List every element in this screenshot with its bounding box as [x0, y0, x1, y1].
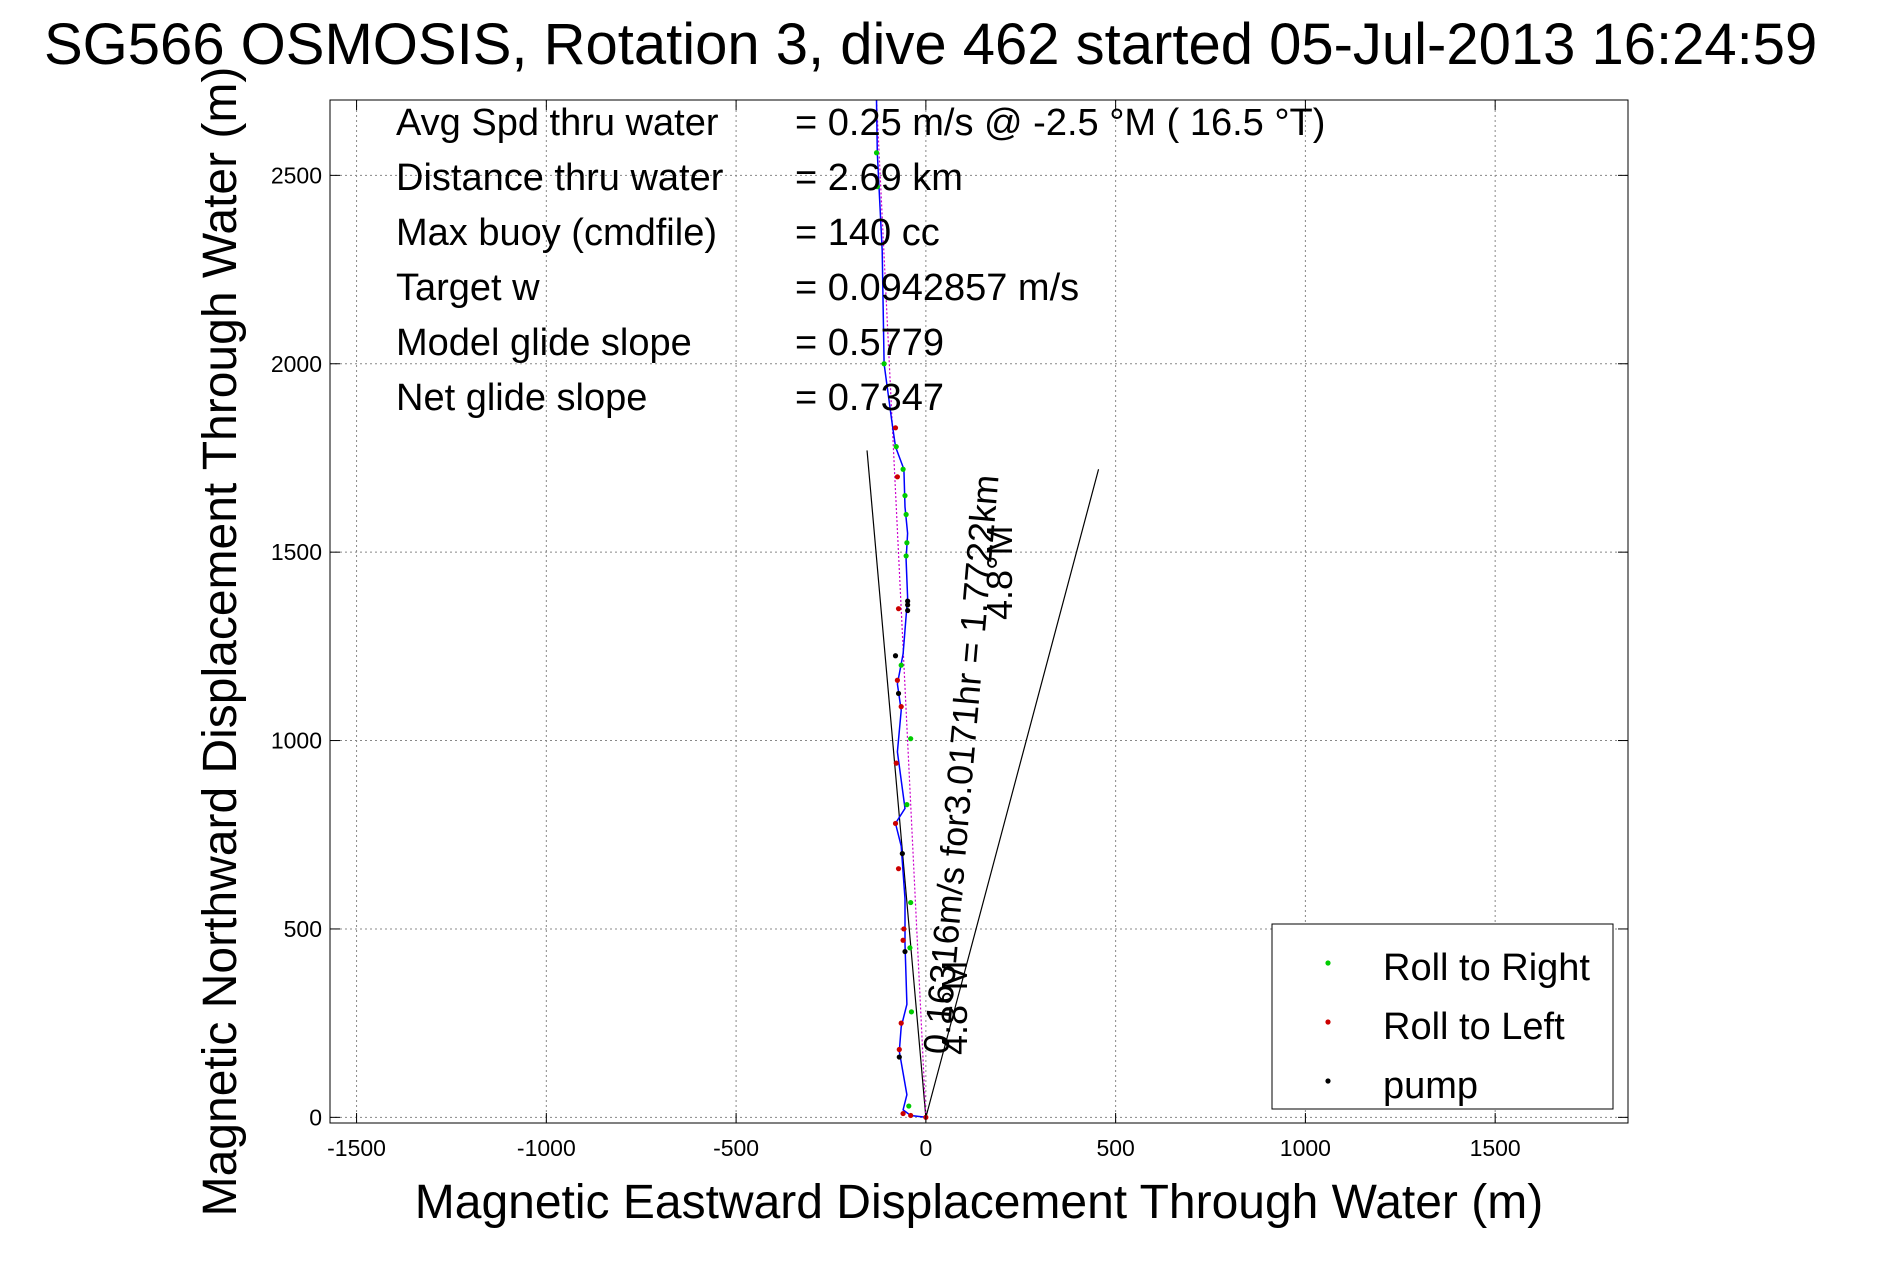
- net-bearing-line: [875, 99, 927, 1118]
- roll-left-marker: [892, 820, 899, 827]
- roll-left-marker: [898, 704, 904, 710]
- roll-left-marker: [900, 937, 906, 943]
- info-value: = 0.25 m/s @ -2.5 °M ( 16.5 °T): [795, 102, 1325, 144]
- data-layer: [866, 99, 1100, 1120]
- y-tick-label: 1500: [271, 539, 322, 565]
- legend-box: [1271, 923, 1614, 1110]
- y-axis-label: Magnetic Northward Displacement Through …: [194, 67, 247, 1217]
- roll-left-marker: [894, 474, 901, 480]
- roll-left-marker: [908, 1112, 914, 1119]
- pump-marker: [892, 653, 899, 659]
- roll-left-marker: [895, 606, 902, 612]
- info-label: Net glide slope: [396, 377, 647, 419]
- pump-marker: [896, 1054, 902, 1060]
- info-value: = 0.7347: [795, 377, 944, 419]
- x-tick-label: 1500: [1470, 1135, 1521, 1161]
- legend-label: pump: [1383, 1065, 1478, 1107]
- info-value: = 140 cc: [795, 212, 940, 254]
- x-tick-label: -1500: [327, 1135, 386, 1161]
- roll-right-marker: [904, 540, 910, 546]
- pump-marker: [899, 850, 905, 857]
- roll-left-marker: [895, 866, 902, 872]
- pump-marker: [902, 948, 908, 955]
- info-label: Model glide slope: [396, 322, 692, 364]
- legend-marker: [1325, 960, 1331, 966]
- roll-right-marker: [900, 466, 906, 472]
- roll-right-marker: [904, 802, 910, 808]
- roll-right-marker: [874, 184, 880, 190]
- roll-left-marker: [898, 1020, 904, 1026]
- y-tick-label: 2000: [271, 351, 322, 377]
- current-heading-upper: 4.8°M: [979, 526, 1020, 620]
- roll-right-marker: [908, 1009, 915, 1015]
- roll-left-marker: [900, 1110, 906, 1117]
- info-label: Max buoy (cmdfile): [396, 212, 717, 254]
- roll-left-marker: [901, 926, 907, 932]
- roll-right-marker: [893, 444, 899, 450]
- axis-ticks: -1500 -1000 -500 0 500 1000 1500 0 500 1000 1500 20…: [271, 100, 1628, 1161]
- roll-right-marker: [903, 553, 909, 559]
- info-value: = 0.0942857 m/s: [795, 267, 1079, 309]
- pump-marker: [905, 602, 911, 608]
- roll-right-marker: [906, 1103, 912, 1109]
- roll-right-marker: [873, 150, 880, 156]
- y-tick-label: 0: [309, 1104, 322, 1130]
- x-tick-label: 500: [1096, 1135, 1134, 1161]
- roll-left-marker: [894, 677, 901, 683]
- roll-right-marker: [903, 511, 909, 518]
- y-tick-label: 1000: [271, 728, 322, 754]
- heading-cone-line: [866, 450, 927, 1118]
- x-tick-label: -1000: [517, 1135, 576, 1161]
- pump-marker: [905, 607, 911, 614]
- roll-right-marker: [881, 361, 887, 367]
- info-label: Avg Spd thru water: [396, 102, 719, 144]
- info-value: = 2.69 km: [795, 157, 963, 199]
- dive-track-line: [875, 99, 926, 1119]
- roll-right-marker: [908, 736, 914, 742]
- roll-right-marker: [898, 662, 904, 668]
- roll-left-marker: [893, 760, 899, 766]
- y-tick-label: 2500: [271, 162, 322, 188]
- info-label: Target w: [396, 267, 540, 309]
- legend-label: Roll to Right: [1383, 947, 1590, 989]
- legend-label: Roll to Left: [1383, 1006, 1565, 1048]
- x-tick-label: 1000: [1280, 1135, 1331, 1161]
- legend: Roll to Right Roll to Left pump: [1271, 923, 1614, 1110]
- legend-marker: [1325, 1078, 1331, 1084]
- roll-right-marker: [908, 899, 914, 906]
- chart-title: SG566 OSMOSIS, Rotation 3, dive 462 star…: [44, 12, 1817, 77]
- plot-frame: [329, 99, 1629, 1124]
- current-heading-lower: 4.8°M: [934, 961, 975, 1055]
- roll-left-marker: [896, 1046, 902, 1053]
- legend-marker: [1325, 1019, 1331, 1025]
- x-tick-label: 0: [919, 1135, 932, 1161]
- x-axis-label: Magnetic Eastward Displacement Through W…: [415, 1176, 1543, 1229]
- y-tick-label: 500: [284, 916, 322, 942]
- roll-right-marker: [902, 493, 908, 499]
- pump-marker: [905, 598, 911, 604]
- roll-left-marker: [892, 425, 899, 431]
- info-value: = 0.5779: [795, 322, 944, 364]
- roll-right-marker: [907, 945, 913, 951]
- dive-info: Avg Spd thru water = 0.25 m/s @ -2.5 °M (…: [396, 102, 1325, 419]
- pump-marker: [895, 690, 902, 697]
- x-tick-label: -500: [713, 1135, 759, 1161]
- heading-cone-line: [925, 469, 1100, 1118]
- info-label: Distance thru water: [396, 157, 724, 199]
